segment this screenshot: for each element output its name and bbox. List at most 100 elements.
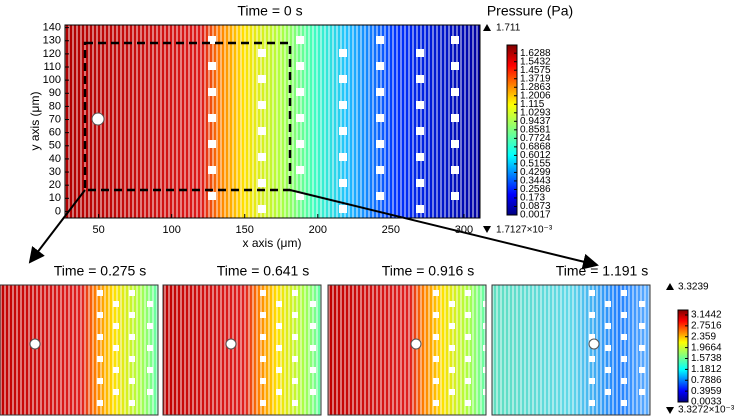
obstacle bbox=[258, 101, 266, 109]
obstacle bbox=[129, 312, 135, 318]
obstacle bbox=[113, 367, 119, 373]
panel-frame bbox=[162, 284, 322, 416]
obstacle bbox=[605, 389, 611, 395]
colorbar-tick-label: 0.4299 bbox=[520, 167, 551, 178]
x-tick-label: 50 bbox=[92, 224, 104, 236]
obstacle bbox=[376, 88, 384, 96]
obstacle bbox=[433, 290, 439, 296]
obstacle bbox=[451, 166, 459, 174]
obstacle bbox=[208, 62, 216, 70]
obstacle bbox=[621, 312, 627, 318]
obstacle bbox=[451, 36, 459, 44]
obstacle bbox=[339, 179, 347, 187]
y-tick-label: 90 bbox=[49, 87, 61, 99]
obstacle bbox=[465, 334, 471, 340]
obstacle bbox=[451, 114, 459, 122]
obstacle bbox=[260, 400, 266, 406]
x-tick-label: 300 bbox=[455, 224, 473, 236]
obstacle bbox=[589, 312, 595, 318]
obstacle bbox=[416, 205, 424, 213]
colorbar-tick-label: 1.4575 bbox=[520, 65, 551, 76]
obstacle bbox=[605, 301, 611, 307]
x-tick-label: 200 bbox=[309, 224, 327, 236]
obstacle bbox=[260, 290, 266, 296]
obstacle bbox=[147, 345, 153, 351]
obstacle bbox=[97, 334, 103, 340]
obstacle bbox=[147, 323, 153, 329]
x-tick-label: 150 bbox=[236, 224, 254, 236]
obstacle bbox=[589, 334, 595, 340]
obstacle bbox=[292, 290, 298, 296]
arrow bbox=[28, 189, 86, 264]
colorbar-tick-label: 0.6012 bbox=[520, 150, 551, 161]
obstacle bbox=[310, 389, 316, 395]
colorbar-title: Pressure (Pa) bbox=[487, 3, 573, 19]
obstacle bbox=[376, 62, 384, 70]
inset-colorbar-min: 3.3272×10⁻³ bbox=[678, 405, 735, 416]
obstacle bbox=[339, 205, 347, 213]
obstacle bbox=[376, 166, 384, 174]
obstacle bbox=[465, 400, 471, 406]
y-tick-label: 40 bbox=[49, 153, 61, 165]
obstacle bbox=[376, 192, 384, 200]
obstacle bbox=[208, 192, 216, 200]
y-tick-label: 100 bbox=[43, 74, 61, 86]
obstacle bbox=[310, 367, 316, 373]
obstacle bbox=[97, 290, 103, 296]
obstacle bbox=[433, 334, 439, 340]
obstacle bbox=[416, 49, 424, 57]
colorbar-tick-label: 1.0293 bbox=[520, 107, 551, 118]
obstacle bbox=[276, 367, 282, 373]
obstacle bbox=[433, 356, 439, 362]
x-tick-label: 250 bbox=[382, 224, 400, 236]
obstacle bbox=[433, 400, 439, 406]
obstacle bbox=[276, 345, 282, 351]
contours bbox=[492, 285, 650, 415]
y-tick-label: 70 bbox=[49, 113, 61, 125]
colorbar-max: 1.711 bbox=[496, 23, 521, 34]
y-tick-label: 110 bbox=[43, 61, 61, 73]
obstacle bbox=[260, 312, 266, 318]
colorbar-tick-label: 0.7886 bbox=[691, 375, 722, 386]
obstacle bbox=[292, 334, 298, 340]
obstacle bbox=[208, 166, 216, 174]
obstacle bbox=[433, 312, 439, 318]
obstacle bbox=[258, 153, 266, 161]
colorbar-tick-label: 1.5432 bbox=[520, 56, 551, 67]
obstacle bbox=[258, 49, 266, 57]
colorbar-scale bbox=[677, 309, 689, 403]
contours bbox=[328, 285, 486, 415]
obstacles bbox=[208, 36, 459, 213]
inset-title: Time = 0.916 s bbox=[382, 263, 474, 279]
y-tick-label: 140 bbox=[43, 22, 61, 34]
obstacle bbox=[310, 301, 316, 307]
obstacle bbox=[276, 389, 282, 395]
particle bbox=[29, 338, 41, 350]
colorbar-tick-label: 0.0033 bbox=[691, 397, 722, 408]
obstacle bbox=[208, 36, 216, 44]
obstacle bbox=[639, 389, 645, 395]
obstacle bbox=[113, 389, 119, 395]
obstacle bbox=[449, 389, 455, 395]
colorbar-tick-label: 0.8581 bbox=[520, 124, 551, 135]
obstacle bbox=[589, 290, 595, 296]
obstacle bbox=[605, 345, 611, 351]
panel-frame bbox=[0, 284, 159, 416]
obstacle bbox=[97, 400, 103, 406]
inset-title: Time = 0.275 s bbox=[54, 263, 146, 279]
obstacle bbox=[376, 36, 384, 44]
y-tick-label: 30 bbox=[49, 166, 61, 178]
obstacle bbox=[97, 356, 103, 362]
obstacle bbox=[113, 301, 119, 307]
obstacle bbox=[147, 367, 153, 373]
colorbar-tick-label: 3.1442 bbox=[691, 310, 722, 321]
y-tick-label: 80 bbox=[49, 100, 61, 112]
obstacle bbox=[276, 301, 282, 307]
obstacle bbox=[451, 62, 459, 70]
obstacle bbox=[129, 334, 135, 340]
obstacle bbox=[465, 356, 471, 362]
obstacle bbox=[376, 140, 384, 148]
particle bbox=[588, 338, 600, 350]
obstacle bbox=[208, 88, 216, 96]
obstacle bbox=[339, 75, 347, 83]
